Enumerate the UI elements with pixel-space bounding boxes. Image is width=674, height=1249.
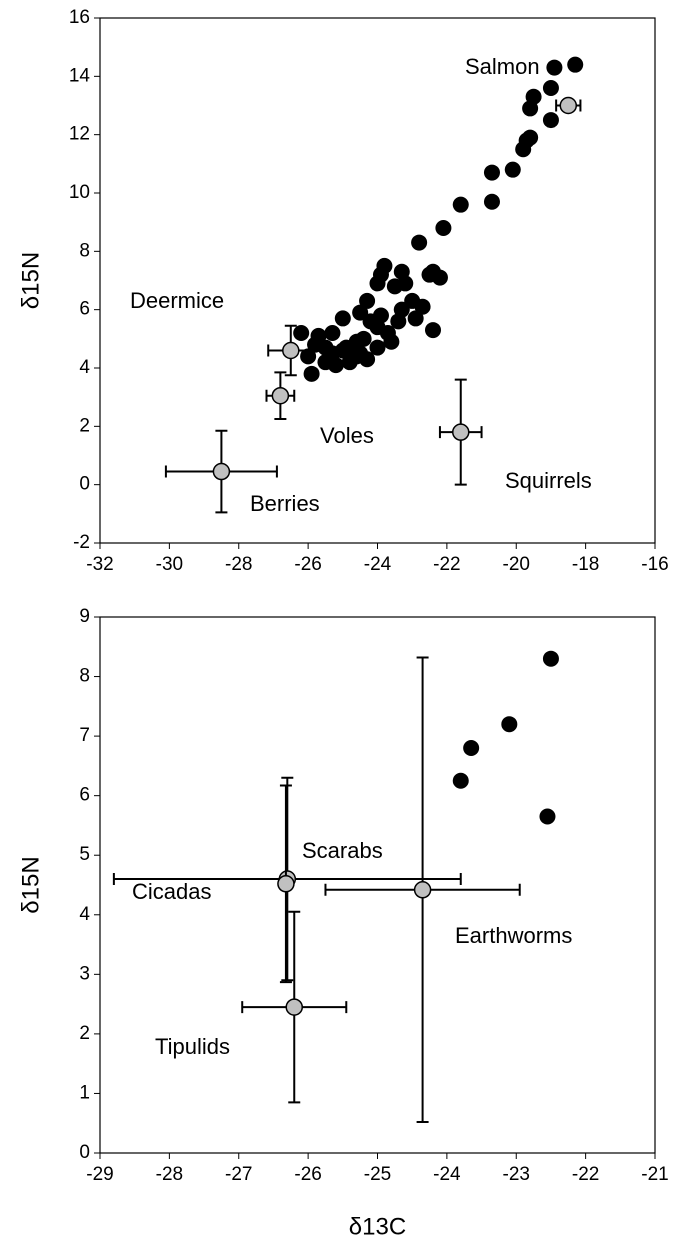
annotation: Earthworms xyxy=(455,923,572,948)
point xyxy=(501,716,518,733)
y-tick-label: 5 xyxy=(79,844,90,865)
point xyxy=(303,365,320,382)
point xyxy=(369,339,386,356)
point xyxy=(522,100,539,117)
point xyxy=(338,339,355,356)
y-axis-label: δ15N xyxy=(17,856,44,913)
point xyxy=(452,423,470,441)
point xyxy=(435,220,452,236)
y-tick-label: 3 xyxy=(79,963,90,984)
point xyxy=(413,881,432,899)
x-axis-label: δ13C xyxy=(349,1213,406,1240)
annotation: Squirrels xyxy=(505,468,592,493)
point xyxy=(271,386,290,405)
y-tick-label: 0 xyxy=(79,1142,90,1163)
point xyxy=(212,462,231,481)
point xyxy=(383,333,400,350)
y-tick-label: 6 xyxy=(79,299,90,320)
point xyxy=(359,292,376,309)
y-tick-label: 2 xyxy=(79,415,90,436)
point xyxy=(463,740,480,757)
x-tick-label: -22 xyxy=(433,554,460,575)
point xyxy=(386,278,403,295)
point xyxy=(539,808,556,825)
x-tick-label: -26 xyxy=(294,1164,321,1185)
point xyxy=(483,193,500,210)
y-tick-label: 9 xyxy=(79,606,90,627)
point xyxy=(277,875,295,893)
point xyxy=(542,112,559,129)
y-tick-label: 6 xyxy=(79,785,90,806)
annotation: Tipulids xyxy=(155,1034,230,1059)
annotation: Voles xyxy=(320,423,374,448)
x-tick-label: -23 xyxy=(503,1164,530,1185)
y-tick-label: 16 xyxy=(69,7,90,28)
annotation: Cicadas xyxy=(132,879,211,904)
y-tick-label: 12 xyxy=(69,124,90,145)
y-tick-label: 14 xyxy=(69,65,91,86)
point xyxy=(307,336,324,353)
point xyxy=(407,310,424,327)
y-tick-label: 10 xyxy=(69,182,90,203)
point xyxy=(542,650,559,667)
x-tick-label: -24 xyxy=(433,1164,461,1185)
point xyxy=(334,310,351,327)
x-tick-label: -28 xyxy=(156,1164,183,1185)
x-tick-label: -20 xyxy=(503,554,530,575)
x-tick-label: -32 xyxy=(86,554,113,575)
point xyxy=(546,59,563,76)
x-tick-label: -16 xyxy=(641,554,668,575)
x-tick-label: -24 xyxy=(364,554,392,575)
y-tick-label: -2 xyxy=(73,532,90,553)
x-tick-label: -22 xyxy=(572,1164,599,1185)
y-tick-label: 4 xyxy=(79,904,90,925)
point xyxy=(542,80,559,96)
x-tick-label: -30 xyxy=(156,554,183,575)
point xyxy=(425,322,441,339)
point xyxy=(285,998,303,1016)
annotation: Berries xyxy=(250,491,320,516)
y-tick-label: 2 xyxy=(79,1023,90,1044)
point xyxy=(324,325,341,341)
point xyxy=(421,266,438,283)
x-tick-label: -25 xyxy=(364,1164,391,1185)
y-tick-label: 8 xyxy=(79,666,90,687)
x-tick-label: -29 xyxy=(86,1164,113,1185)
annotation: Deermice xyxy=(130,288,224,313)
x-tick-label: -27 xyxy=(225,1164,252,1185)
y-tick-label: 4 xyxy=(79,357,90,378)
point xyxy=(293,325,310,341)
y-tick-label: 1 xyxy=(79,1082,90,1103)
point xyxy=(483,164,500,181)
point xyxy=(452,772,469,789)
point xyxy=(282,341,300,360)
point xyxy=(559,96,578,115)
point xyxy=(390,313,407,330)
x-tick-label: -21 xyxy=(641,1164,668,1185)
point xyxy=(515,141,532,158)
y-tick-label: 0 xyxy=(79,474,90,495)
annotation: Salmon xyxy=(465,54,540,79)
point xyxy=(414,298,431,315)
point xyxy=(504,161,521,178)
point xyxy=(300,348,317,365)
point xyxy=(411,234,428,251)
point xyxy=(452,196,469,213)
x-tick-label: -26 xyxy=(294,554,321,575)
x-tick-label: -28 xyxy=(225,554,252,575)
y-tick-label: 8 xyxy=(79,240,90,261)
point xyxy=(567,56,584,73)
y-axis-label: δ15N xyxy=(17,252,44,309)
point xyxy=(317,354,334,371)
annotation: Scarabs xyxy=(302,838,383,863)
point xyxy=(352,345,369,362)
y-tick-label: 7 xyxy=(79,725,90,746)
x-tick-label: -18 xyxy=(572,554,599,575)
point xyxy=(369,275,386,292)
